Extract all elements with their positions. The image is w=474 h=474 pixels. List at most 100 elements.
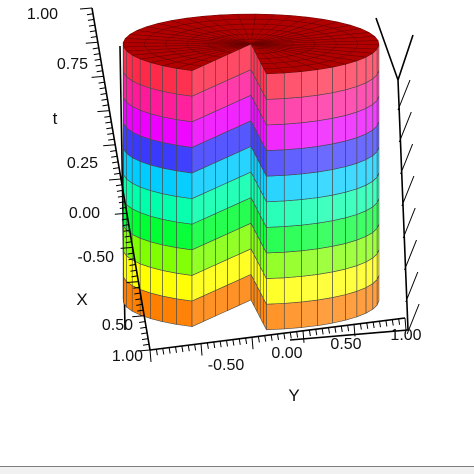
y-axis-tick bbox=[347, 325, 350, 332]
surface-panel bbox=[356, 210, 367, 241]
surface-panel bbox=[123, 71, 127, 104]
y-axis-tick bbox=[270, 334, 273, 341]
top-lid-cell bbox=[263, 67, 285, 75]
surface-panel bbox=[317, 66, 333, 96]
t-axis-tick bbox=[89, 30, 96, 33]
t-axis-tick bbox=[142, 343, 150, 346]
back-grid-line bbox=[397, 79, 411, 111]
y-axis-tick bbox=[391, 319, 394, 326]
surface-panel bbox=[372, 176, 378, 208]
y-axis-tick bbox=[238, 338, 241, 345]
surface-panel bbox=[356, 107, 367, 139]
surface-panel bbox=[176, 272, 193, 302]
t-axis-tick bbox=[111, 155, 118, 158]
surface-panel bbox=[150, 62, 163, 92]
y-axis-tick bbox=[149, 349, 152, 363]
t-axis-tick bbox=[133, 286, 140, 289]
t-tick-label--0.50: -0.50 bbox=[78, 249, 115, 266]
t-axis-tick bbox=[112, 167, 120, 170]
y-axis-tick bbox=[226, 340, 228, 347]
surface-panel bbox=[139, 58, 151, 89]
surface-panel bbox=[301, 197, 318, 226]
surface-panel bbox=[283, 71, 302, 99]
surface-panel bbox=[283, 173, 302, 202]
surface-panel bbox=[365, 283, 374, 314]
surface-panel bbox=[131, 208, 141, 239]
y-axis-tick bbox=[340, 325, 343, 333]
t-axis-tick bbox=[119, 207, 126, 209]
y-axis-tick bbox=[372, 321, 375, 329]
surface-panel bbox=[150, 138, 163, 169]
surface-panel bbox=[345, 290, 358, 321]
cut-cylinder-surface bbox=[122, 13, 380, 331]
frame-edge bbox=[289, 329, 409, 341]
y-axis-tick bbox=[366, 322, 369, 329]
surface-panel bbox=[372, 278, 378, 310]
surface-panel bbox=[266, 251, 285, 279]
surface-panel bbox=[365, 103, 374, 135]
t-axis-tick bbox=[126, 281, 139, 284]
back-grid-line bbox=[404, 239, 417, 271]
surface-panel bbox=[150, 113, 163, 143]
surface-panel bbox=[131, 131, 141, 162]
surface-panel bbox=[345, 137, 358, 168]
surface-panel bbox=[301, 146, 318, 175]
surface-panel bbox=[317, 118, 333, 147]
surface-panel bbox=[301, 299, 318, 328]
x-tick-label-0.50: 0.50 bbox=[102, 317, 133, 334]
t-axis-tick bbox=[88, 24, 95, 27]
y-axis-tick bbox=[404, 317, 407, 331]
y-axis-tick bbox=[194, 344, 197, 351]
surface-panel bbox=[139, 263, 151, 294]
surface-panel bbox=[162, 90, 177, 120]
surface-panel bbox=[266, 149, 285, 177]
y-axis-tick bbox=[385, 320, 388, 327]
y-tick-label-1.00: 1.00 bbox=[390, 327, 421, 344]
surface-panel bbox=[150, 241, 163, 271]
surface-panel bbox=[126, 50, 133, 82]
surface-panel bbox=[345, 188, 358, 219]
surface-panel bbox=[162, 193, 177, 223]
t-tick-label-0.25: 0.25 bbox=[67, 155, 98, 172]
surface-panel bbox=[372, 202, 378, 234]
surface-panel bbox=[150, 87, 163, 118]
surface-panel bbox=[332, 191, 346, 222]
t-axis-tick bbox=[93, 53, 100, 56]
top-lid-cell bbox=[356, 40, 380, 46]
surface-panel bbox=[162, 218, 177, 248]
t-axis-tick bbox=[91, 75, 104, 78]
t-axis-tick bbox=[101, 98, 108, 101]
y-axis-tick bbox=[398, 318, 401, 325]
y-axis-tick bbox=[251, 337, 254, 350]
surface-panel bbox=[372, 48, 378, 80]
surface-panel bbox=[283, 199, 302, 227]
surface-panel bbox=[131, 105, 141, 137]
surface-panel bbox=[317, 143, 333, 173]
t-axis-tick bbox=[90, 36, 97, 38]
t-axis-tick bbox=[104, 115, 111, 118]
top-lid-cell bbox=[144, 42, 167, 47]
surface-panel bbox=[150, 266, 163, 297]
t-axis-tick bbox=[125, 241, 132, 244]
surface-panel bbox=[365, 257, 374, 289]
surface-panel bbox=[139, 135, 151, 166]
surface-panel bbox=[317, 246, 333, 275]
surface-panel bbox=[301, 222, 318, 252]
t-axis-tick bbox=[115, 184, 123, 187]
surface-panel bbox=[162, 244, 177, 274]
t-axis-tick bbox=[113, 172, 121, 175]
surface-panel bbox=[345, 111, 358, 142]
surface-panel bbox=[365, 231, 374, 263]
surface-panel bbox=[372, 74, 378, 106]
surface-panel bbox=[131, 157, 141, 188]
t-axis-tick bbox=[140, 326, 147, 329]
surface-panel bbox=[332, 63, 346, 94]
top-lid-cell bbox=[237, 13, 257, 20]
top-lid-cell bbox=[314, 41, 337, 45]
surface-panel bbox=[332, 243, 346, 273]
surface-panel bbox=[139, 212, 151, 243]
surface-panel bbox=[356, 287, 367, 318]
surface-panel bbox=[365, 52, 374, 84]
surface-panel bbox=[162, 116, 177, 146]
t-axis-tick bbox=[99, 87, 106, 90]
